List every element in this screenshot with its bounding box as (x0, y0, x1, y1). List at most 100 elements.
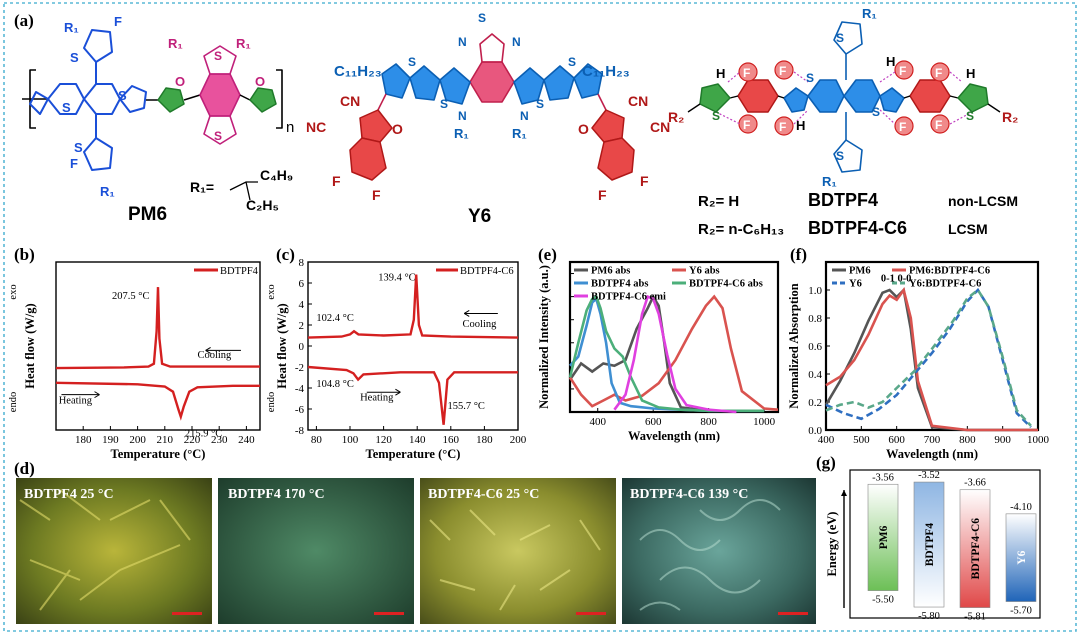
svg-text:S: S (408, 55, 416, 69)
svg-text:S: S (836, 31, 844, 45)
panel-label-f: (f) (790, 245, 807, 264)
series-line-heating (55, 381, 260, 421)
x-tick-label: 600 (645, 416, 662, 428)
y-axis-title: Energy (eV) (825, 512, 839, 577)
svg-text:S: S (214, 49, 222, 63)
pm6-name: PM6 (128, 204, 167, 225)
homo-label-0: -5.50 (872, 595, 894, 606)
x-axis-title: Wavelength (nm) (628, 429, 720, 443)
panel-label-a: (a) (14, 11, 34, 30)
x-tick-label: 500 (853, 434, 870, 446)
homo-label-2: -5.81 (964, 612, 986, 623)
svg-text:CN: CN (650, 119, 670, 135)
lumo-label-0: -3.56 (872, 472, 894, 483)
lcsm-tag: LCSM (948, 221, 988, 237)
svg-text:F: F (935, 118, 942, 132)
series-line-1 (825, 286, 1038, 432)
panel-label-d: (d) (14, 459, 35, 478)
energy-axis-arrow-head (841, 490, 847, 496)
svg-text:S: S (118, 88, 127, 103)
bdtpf4-c6-name: BDTPF4-C6 (808, 218, 907, 238)
exo-label: exo (8, 284, 19, 299)
x-tick-label: 240 (238, 434, 255, 446)
svg-text:R₁: R₁ (512, 126, 527, 141)
micrograph-2-label: BDTPF4 170 °C (228, 487, 325, 502)
y-axis-title: Normalized Intensity (a.u.) (537, 265, 551, 409)
svg-text:S: S (478, 11, 486, 25)
x-tick-label: 600 (888, 434, 905, 446)
scale-bar-1 (172, 612, 202, 615)
svg-text:R₂= n-C₆H₁₃: R₂= n-C₆H₁₃ (698, 221, 784, 238)
heating-label: Heating (59, 395, 93, 406)
dsc-chart-bdtpf4-c6: 80 100 120 140 160 180 200 -8 -6 -4 -2 0 2 4 6 8 Tempera… (266, 257, 527, 461)
x-tick-label: 200 (510, 434, 527, 446)
svg-text:F: F (743, 66, 750, 80)
svg-text:R₁: R₁ (454, 126, 469, 141)
x-tick-label: 700 (924, 434, 941, 446)
x-tick-label: 100 (342, 434, 359, 446)
y-tick-label: 0.8 (808, 313, 822, 325)
x-tick-label: 800 (700, 416, 717, 428)
svg-text:F: F (935, 66, 942, 80)
svg-text:O: O (392, 121, 403, 137)
svg-text:C₁₁H₂₃: C₁₁H₂₃ (582, 63, 630, 80)
series-line-cooling (55, 287, 260, 370)
y-axis-title: Heat flow (W/g) (275, 303, 289, 388)
peak-label-heating: 215.9 °C (185, 429, 222, 440)
y-tick-label: 0 (299, 341, 305, 353)
y-tick-label: 6 (299, 278, 305, 290)
legend-label-0: PM6 abs (591, 266, 630, 277)
legend-label-3: Y6:BDTPF4-C6 (909, 279, 981, 290)
svg-text:N: N (458, 35, 467, 49)
legend-label-2: Y6 (849, 279, 862, 290)
peak-label-cold-cryst: 102.4 °C (316, 313, 353, 324)
svg-text:R₁=: R₁= (190, 179, 214, 195)
svg-text:H: H (796, 118, 805, 133)
legend-label: BDTPF4-C6 (460, 266, 514, 277)
peak-label-cooling: 139.4 °C (378, 273, 415, 284)
svg-text:S: S (62, 100, 71, 115)
peak-label-cooling: 207.5 °C (112, 291, 149, 302)
x-axis-title: Temperature (°C) (111, 447, 206, 461)
legend-label-4: BDTPF4-C6 emi (591, 292, 666, 303)
y-tick-label: -2 (295, 362, 304, 374)
x-tick-label: 220 (184, 434, 201, 446)
x-tick-label: 1000 (1027, 434, 1050, 446)
x-tick-label: 80 (311, 434, 323, 446)
micrograph-4-label: BDTPF4-C6 139 °C (630, 487, 748, 502)
lumo-label-3: -4.10 (1010, 502, 1032, 513)
x-tick-label: 140 (409, 434, 426, 446)
svg-text:R₁: R₁ (822, 174, 837, 189)
series-line-0 (824, 287, 1038, 432)
plot-frame (307, 261, 519, 431)
series-line-4 (613, 294, 737, 414)
y-tick-label: 4 (299, 299, 305, 311)
peak-label-transition: 104.8 °C (316, 379, 353, 390)
svg-text:F: F (114, 14, 122, 29)
figure-frame (3, 2, 1077, 632)
panel-label-g: (g) (816, 453, 836, 472)
endo-label: endo (266, 392, 277, 412)
panel-label-e: (e) (538, 245, 557, 264)
micrograph-2: BDTPF4 170 °C (218, 478, 414, 624)
svg-text:F: F (70, 156, 78, 171)
heating-label: Heating (360, 393, 394, 404)
endo-label: endo (8, 392, 19, 412)
y-tick-label: -6 (295, 404, 305, 416)
bar-name-3: Y6 (1016, 550, 1028, 564)
series-line-1 (568, 294, 779, 411)
scale-bar-2 (374, 612, 404, 615)
legend-label-0: PM6 (849, 266, 871, 277)
x-tick-label: 190 (102, 434, 119, 446)
series-line-0 (568, 293, 765, 413)
bar-name-0: PM6 (878, 525, 890, 549)
x-tick-label: 800 (959, 434, 976, 446)
svg-text:O: O (578, 121, 589, 137)
series-line-heating (307, 365, 518, 425)
y-tick-label: 0.2 (808, 397, 822, 409)
pm6-labels: R₁ F S S S F R₁ S R₁ R₁ S S O O n R₁= C₄… (62, 14, 294, 213)
x-tick-label: 180 (476, 434, 493, 446)
svg-text:R₁: R₁ (862, 6, 877, 21)
